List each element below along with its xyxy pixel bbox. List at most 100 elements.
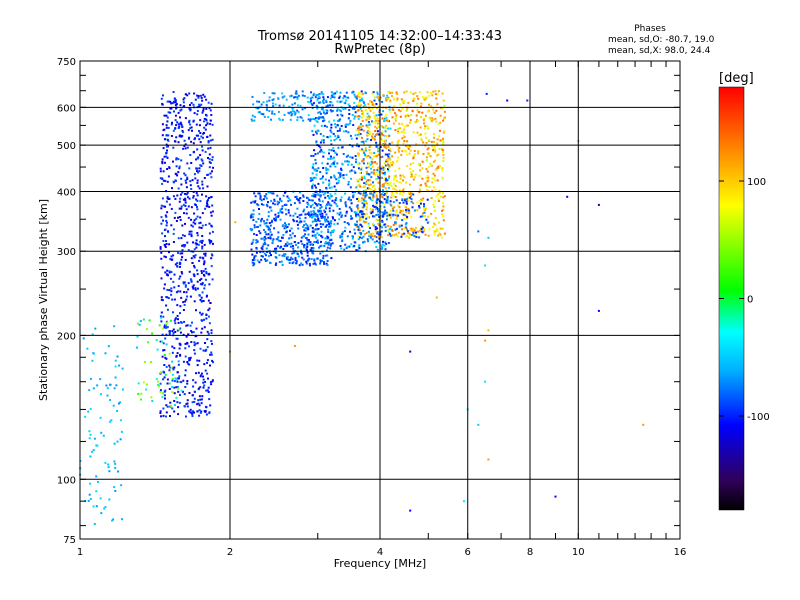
data-point	[262, 113, 265, 116]
data-point	[257, 217, 260, 220]
data-point	[206, 372, 209, 375]
data-point	[382, 94, 385, 97]
data-point	[386, 197, 389, 200]
data-point	[266, 250, 268, 253]
data-point	[437, 122, 440, 125]
data-point	[371, 185, 374, 188]
data-point	[196, 148, 199, 151]
data-point	[428, 166, 431, 168]
data-point	[387, 186, 390, 189]
data-point	[296, 109, 299, 112]
data-point	[325, 262, 328, 265]
data-point	[190, 126, 193, 129]
data-point	[140, 398, 142, 401]
data-point	[276, 203, 279, 206]
data-point	[308, 199, 311, 202]
data-point	[315, 173, 318, 176]
data-point	[368, 149, 371, 151]
data-point	[344, 192, 347, 195]
data-point	[253, 224, 256, 227]
data-point	[325, 169, 328, 172]
data-point	[369, 196, 372, 199]
data-point	[419, 215, 422, 218]
data-point	[343, 95, 346, 98]
data-point	[211, 156, 214, 159]
data-point	[210, 383, 213, 386]
data-point	[307, 240, 310, 243]
data-point	[184, 386, 187, 388]
data-point	[283, 95, 286, 98]
data-point	[398, 109, 400, 112]
data-point	[210, 353, 213, 356]
data-point	[89, 433, 92, 436]
data-point	[395, 209, 398, 212]
data-point	[340, 167, 342, 170]
data-point	[352, 166, 355, 169]
data-point	[407, 209, 410, 212]
data-point	[260, 103, 263, 106]
data-point	[415, 114, 418, 117]
data-point	[202, 378, 205, 381]
data-point	[168, 203, 171, 206]
data-point	[331, 157, 334, 160]
data-point	[293, 202, 296, 205]
data-point	[332, 229, 335, 232]
data-point	[332, 132, 335, 135]
data-point	[165, 404, 168, 407]
data-point	[189, 358, 191, 361]
data-point	[166, 149, 168, 152]
data-point	[184, 374, 187, 377]
data-point	[339, 127, 342, 130]
data-point	[358, 244, 361, 247]
data-point	[358, 131, 360, 134]
data-point	[370, 176, 373, 179]
data-point	[207, 299, 210, 302]
data-point	[92, 449, 95, 452]
data-point	[305, 223, 307, 226]
data-point	[398, 189, 401, 192]
data-point	[250, 213, 253, 216]
data-point	[418, 163, 420, 165]
data-point	[433, 233, 436, 236]
data-point	[193, 248, 196, 251]
data-point	[269, 231, 272, 233]
data-point	[337, 176, 340, 179]
data-point	[196, 234, 199, 237]
data-point	[107, 345, 110, 348]
data-point	[271, 110, 274, 113]
data-point	[410, 192, 413, 195]
data-point	[288, 243, 291, 246]
data-point	[181, 191, 184, 194]
data-point	[291, 232, 294, 235]
data-point	[424, 132, 427, 135]
data-point	[183, 212, 185, 215]
data-point	[330, 139, 332, 142]
data-point	[364, 109, 367, 112]
data-point	[316, 129, 319, 132]
data-point	[234, 221, 237, 224]
data-point	[381, 171, 384, 174]
data-point	[393, 98, 395, 101]
data-point	[184, 342, 187, 345]
data-point	[307, 226, 310, 229]
data-point	[365, 205, 368, 208]
data-point	[350, 209, 353, 212]
data-point	[196, 403, 199, 406]
data-point	[407, 147, 410, 150]
data-point	[323, 262, 326, 265]
data-point	[341, 146, 344, 149]
data-point	[182, 282, 185, 285]
data-point	[407, 101, 410, 104]
data-point	[322, 134, 325, 137]
data-point	[171, 298, 174, 301]
data-point	[180, 207, 183, 210]
data-point	[258, 111, 261, 114]
data-point	[428, 103, 430, 106]
data-point	[334, 199, 337, 202]
data-point	[289, 214, 292, 217]
data-point	[326, 104, 329, 107]
data-point	[358, 149, 361, 152]
data-point	[117, 470, 120, 473]
data-point	[366, 138, 369, 141]
